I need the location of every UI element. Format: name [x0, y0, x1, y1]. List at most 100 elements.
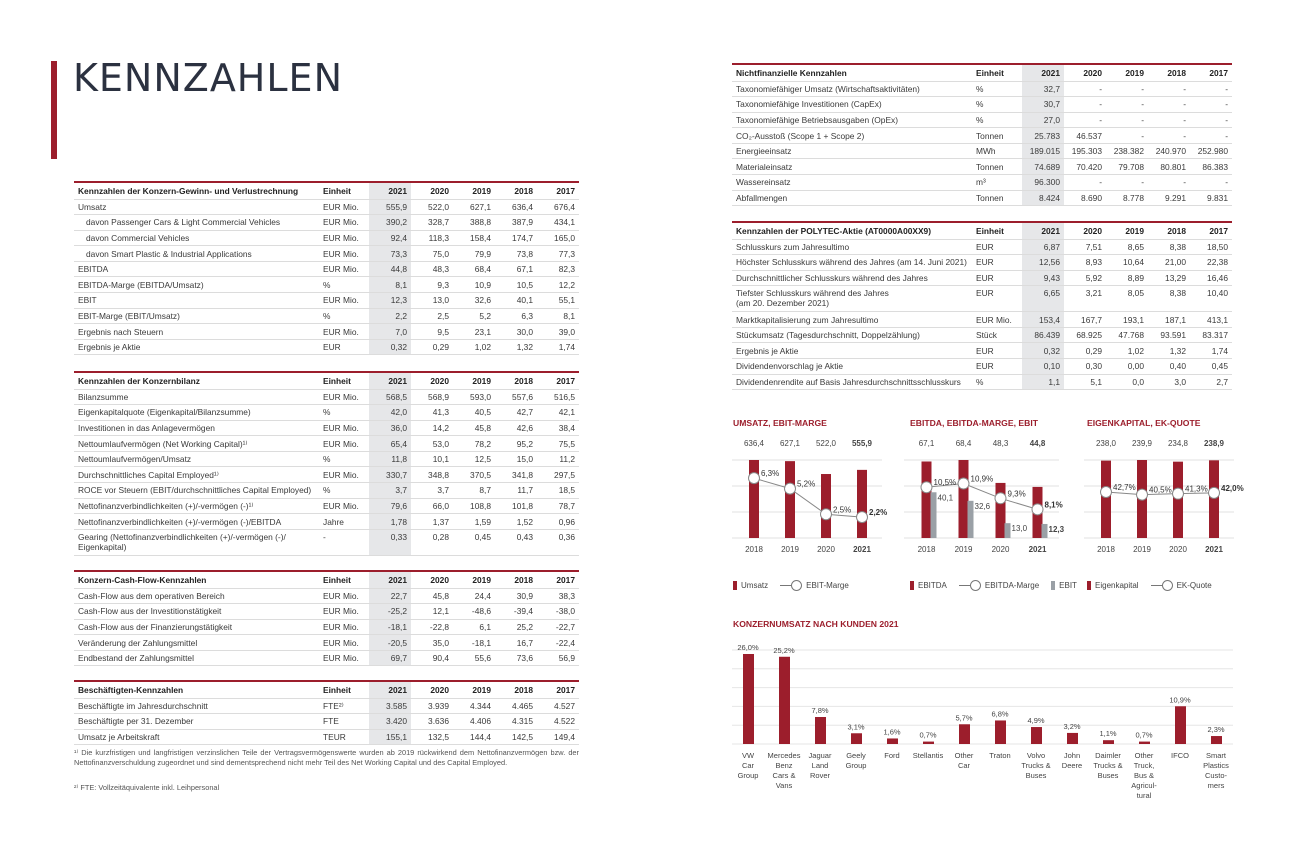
cell-2017: 252.980 [1190, 143, 1232, 160]
cell-2018: 42,6 [495, 420, 537, 437]
cell-2018: 4.465 [495, 698, 537, 715]
cell-2018: 80.801 [1148, 158, 1190, 176]
cell-2019: 0,0 [1106, 374, 1148, 391]
cell-2021: 0,10 [1022, 358, 1064, 375]
year-header-2017: 2017 [537, 181, 579, 200]
table-row: Dividendenvorschlag je Aktie EUR 0,10 0,30 0… [732, 358, 1232, 375]
row-label: Nettoumlaufvermögen (Net Working Capital… [74, 435, 319, 452]
year-header-2021: 2021 [369, 371, 411, 390]
table-row: davon Smart Plastic & Industrial Applica… [74, 245, 579, 262]
svg-text:0,7%: 0,7% [1135, 731, 1152, 740]
row-unit: TEUR [319, 729, 369, 746]
table-title: Kennzahlen der POLYTEC-Aktie (AT0000A00X… [732, 221, 972, 240]
svg-text:Custo-: Custo- [1205, 771, 1228, 780]
year-header-2018: 2018 [1148, 221, 1190, 240]
cell-2017: - [1190, 96, 1232, 113]
cell-2020: 48,3 [411, 261, 453, 278]
svg-text:mers: mers [1208, 781, 1225, 790]
row-unit: MWh [972, 143, 1022, 160]
cell-2020: 3,7 [411, 482, 453, 499]
svg-text:Buses: Buses [1026, 771, 1047, 780]
cell-2021: 2,2 [369, 308, 411, 325]
cell-2017: 4.527 [537, 698, 579, 715]
cell-2018: - [1148, 127, 1190, 144]
row-label: Nettofinanzverbindlichkeiten (+)/-vermög… [74, 513, 319, 530]
year-header-2020: 2020 [1064, 63, 1106, 82]
table-row: Taxonomiefähige Investitionen (CapEx)% 30… [732, 96, 1232, 113]
svg-text:239,9: 239,9 [1132, 439, 1153, 448]
svg-text:48,3: 48,3 [993, 439, 1009, 448]
year-header-2017: 2017 [537, 680, 579, 699]
cell-2020: 35,0 [411, 634, 453, 651]
table-row: Nettofinanzverbindlichkeiten (+)/-vermög… [74, 498, 579, 515]
cell-2019: 5,2 [453, 308, 495, 325]
svg-text:Group: Group [738, 771, 759, 780]
cell-2017: 434,1 [537, 214, 579, 231]
bar-legend-icon [733, 580, 737, 590]
unit-header: Einheit [319, 181, 369, 200]
cell-2018: - [1148, 81, 1190, 98]
cell-2017: 1,74 [1190, 342, 1232, 360]
table-row: Materialeinsatz Tonnen 74.689 70.420 79.708 8… [732, 158, 1232, 176]
svg-text:Mercedes: Mercedes [768, 751, 801, 760]
svg-text:10,5%: 10,5% [934, 478, 957, 487]
svg-text:2019: 2019 [781, 545, 799, 554]
line-marker-legend-icon [780, 580, 803, 591]
row-unit: - [319, 529, 369, 556]
svg-text:Traton: Traton [989, 751, 1010, 760]
row-unit: % [319, 308, 369, 325]
table-row: Nettoumlaufvermögen/Umsatz% 11,8 10,1 12,5 1… [74, 451, 579, 468]
year-header-2020: 2020 [1064, 221, 1106, 240]
row-unit: Tonnen [972, 127, 1022, 144]
row-label: Durchschnittliches Capital Employed¹⁾ [74, 466, 319, 484]
table-row: Gearing (Nettofinanzverbindlichkeiten (+… [74, 529, 579, 556]
year-header-2018: 2018 [1148, 63, 1190, 82]
cell-2017: 42,1 [537, 404, 579, 421]
year-header-2017: 2017 [537, 371, 579, 390]
svg-text:Jaguar: Jaguar [809, 751, 832, 760]
cell-2017: 676,4 [537, 199, 579, 216]
cell-2019: 4.344 [453, 698, 495, 715]
row-unit: EUR Mio. [972, 311, 1022, 328]
cell-2019: 8,7 [453, 482, 495, 499]
row-unit: EUR [972, 254, 1022, 271]
cell-2020: 568,9 [411, 389, 453, 406]
table-row: EBIT EUR Mio. 12,3 13,0 32,6 40,1 55,1 [74, 292, 579, 309]
cell-2019: 24,4 [453, 588, 495, 605]
cell-2017: 0,96 [537, 513, 579, 530]
cell-2018: 42,7 [495, 404, 537, 421]
table-title: Kennzahlen der Konzern-Gewinn- und Verlu… [74, 181, 319, 200]
row-label: Umsatz [74, 199, 319, 216]
year-header-2018: 2018 [495, 680, 537, 699]
cell-2019: 158,4 [453, 230, 495, 247]
row-label: Wassereinsatz [732, 174, 972, 191]
cell-2017: 149,4 [537, 729, 579, 746]
table-row: Endbestand der Zahlungsmittel EUR Mio. 69,… [74, 650, 579, 667]
table-row: Beschäftigte im Jahresdurchschnitt FTE²⁾ 3… [74, 698, 579, 715]
cell-2021: 155,1 [369, 729, 411, 746]
row-label: Ergebnis je Aktie [732, 342, 972, 360]
cell-2020: - [1064, 81, 1106, 98]
table-row: Ergebnis nach Steuern EUR Mio. 7,0 9,5 23,1 3… [74, 323, 579, 340]
cell-2017: 82,3 [537, 261, 579, 278]
year-header-2018: 2018 [495, 181, 537, 200]
cell-2018: 1,52 [495, 513, 537, 530]
svg-text:10,9%: 10,9% [971, 475, 994, 484]
row-unit: % [319, 404, 369, 421]
cell-2021: 74.689 [1022, 158, 1064, 176]
row-unit: % [972, 112, 1022, 129]
svg-text:40,1: 40,1 [938, 493, 954, 502]
cell-2021: 6,87 [1022, 239, 1064, 256]
cell-2019: -48,6 [453, 603, 495, 620]
svg-text:tural: tural [1137, 791, 1152, 800]
chart-umsatz-ebit-marge: 636,4 2018 627,1 2019 522,0 2020 555,9 2021 6,3%… [732, 439, 887, 554]
svg-text:636,4: 636,4 [744, 439, 765, 448]
cell-2018: 3,0 [1148, 374, 1190, 391]
svg-text:2019: 2019 [1133, 545, 1151, 554]
cell-2020: 328,7 [411, 214, 453, 231]
cell-2020: - [1064, 96, 1106, 113]
cell-2018: 13,29 [1148, 270, 1190, 287]
cell-2018: - [1148, 96, 1190, 113]
cell-2017: 77,3 [537, 245, 579, 262]
cell-2021: 3.585 [369, 698, 411, 715]
